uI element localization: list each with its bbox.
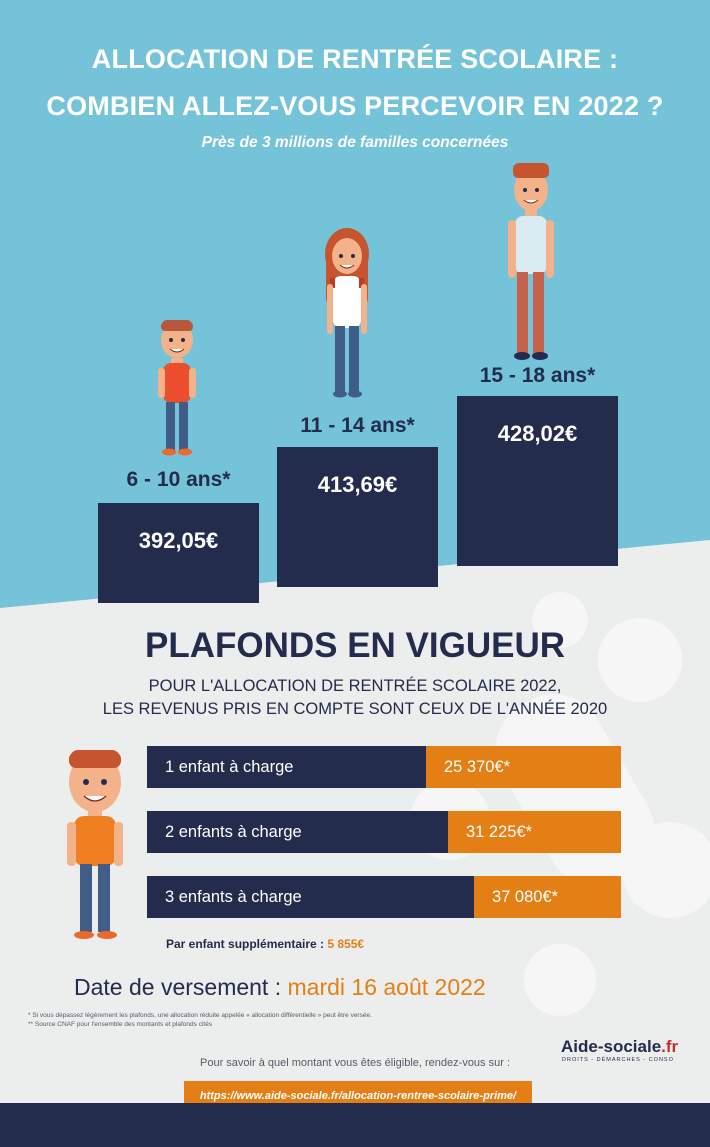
podium-6-10: 392,05€ [98,503,259,603]
row-value-3-enfants: 37 080€* [474,876,621,918]
title-line-2: COMBIEN ALLEZ-VOUS PERCEVOIR EN 2022 ? [46,91,664,121]
row-value-2-enfants: 31 225€* [448,811,621,853]
footer-bar [0,1103,710,1147]
extra-child-line: Par enfant supplémentaire : 5 855€ [166,937,364,951]
logo-name: Aide-sociale [561,1037,662,1056]
row-label-1-enfant: 1 enfant à charge [147,746,426,788]
age-label-15-18: 15 - 18 ans* [479,364,596,387]
podium-15-18: 428,02€ [457,396,618,566]
amount-15-18: 428,02€ [497,421,578,446]
row-label-3-enfants: 3 enfants à charge [147,876,474,918]
logo-tld: .fr [661,1037,679,1056]
amount-11-14: 413,69€ [317,472,398,497]
plafonds-subtitle-2: LES REVENUS PRIS EN COMPTE SONT CEUX DE … [102,700,608,718]
podium-11-14: 413,69€ [277,447,438,587]
logo-tagline: DROITS - DÉMARCHES - CONSO [562,1057,674,1063]
row-label-2-enfants: 2 enfants à charge [147,811,448,853]
age-label-6-10: 6 - 10 ans* [126,468,231,491]
payment-date-value: mardi 16 août 2022 [287,974,486,1000]
subtitle: Près de 3 millions de familles concernée… [201,134,509,151]
amount-6-10: 392,05€ [138,528,219,553]
aide-sociale-logo: Aide-sociale.fr [561,1037,678,1057]
age-label-11-14: 11 - 14 ans* [300,414,415,437]
boy-illustration [67,750,123,939]
extra-child-value: 5 855€ [327,937,365,951]
footnote-2: ** Source CNAF pour l'ensemble des monta… [28,1021,213,1028]
payment-date-line: Date de versement : mardi 16 août 2022 [74,974,486,1001]
plafonds-title: PLAFONDS EN VIGUEUR [144,626,566,665]
girl-child-illustration [325,228,369,398]
teen-illustration [508,163,554,360]
footnotes: * Si vous dépassez légèrement les plafon… [28,1011,488,1029]
row-value-1-enfant: 25 370€* [426,746,621,788]
plafonds-subtitle-1: POUR L'ALLOCATION DE RENTRÉE SCOLAIRE 20… [148,677,562,695]
extra-child-label: Par enfant supplémentaire : [166,937,325,951]
cta-text: Pour savoir à quel montant vous êtes éli… [200,1057,510,1069]
boy-child-illustration [158,320,196,456]
title-line-1: ALLOCATION DE RENTRÉE SCOLAIRE : [91,44,619,74]
footnote-1: * Si vous dépassez légèrement les plafon… [28,1012,372,1019]
payment-date-label: Date de versement : [74,974,282,1000]
